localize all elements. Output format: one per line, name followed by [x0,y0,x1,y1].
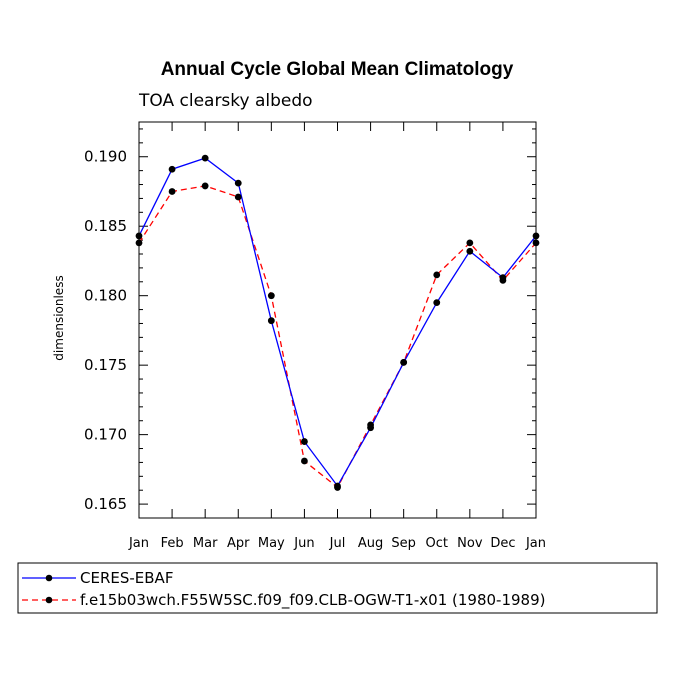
x-tick-label: Jan [525,536,546,551]
series-line-model [138,185,537,489]
data-point-model [168,188,176,195]
series-line-ceres [138,157,537,488]
y-tick-label: 0.180 [84,287,127,305]
chart-subtitle: TOA clearsky albedo [138,91,313,111]
data-point-ceres [201,154,209,162]
x-tick-label: Dec [490,536,515,551]
y-tick-label: 0.185 [84,217,127,235]
y-tick-label: 0.170 [84,426,127,444]
data-point-ceres [367,424,374,432]
y-tick-label: 0.165 [84,495,127,513]
axes: 0.165 0.170 0.175 0.180 0.185 0.190 Jan Feb Mar A… [84,122,546,551]
legend-marker-model [45,596,53,604]
data-point-ceres [301,438,308,445]
legend-label-model: f.e15b03wch.F55W5SC.f09_f09.CLB-OGW-T1-x… [80,591,545,610]
data-point-model [201,182,209,190]
y-axis-label: dimensionless [52,275,66,360]
legend-entry-model: f.e15b03wch.F55W5SC.f09_f09.CLB-OGW-T1-x… [22,591,545,610]
data-point-model [234,193,242,201]
x-tick-label: Feb [161,536,184,551]
data-point-ceres [433,299,441,307]
x-tick-label: Oct [426,536,448,551]
data-point-model [433,271,441,279]
legend-label-ceres: CERES-EBAF [80,569,173,587]
x-tick-label: Nov [457,536,483,551]
data-point-model [301,457,308,465]
x-tick-label: Aug [358,536,383,551]
legend: CERES-EBAF f.e15b03wch.F55W5SC.f09_f09.C… [17,562,658,614]
legend-marker-ceres [45,574,53,582]
chart-title: Annual Cycle Global Mean Climatology [161,59,514,80]
data-point-ceres [267,317,275,325]
data-point-ceres [234,179,242,187]
x-tick-label: Jul [329,536,346,551]
x-tick-label: Jan [128,536,149,551]
legend-entry-ceres: CERES-EBAF [22,569,173,587]
data-point-ceres [334,482,341,490]
data-point-model [267,292,275,300]
y-tick-label: 0.190 [84,148,127,166]
x-tick-label: Sep [391,536,416,551]
x-tick-label: Mar [193,536,218,551]
data-point-ceres [400,358,408,366]
x-tick-label: Apr [227,536,250,551]
x-tick-label: May [258,536,285,551]
x-tick-label: Jun [293,536,314,551]
legend-box [17,562,658,614]
series-layer [135,154,540,491]
data-point-ceres [499,274,507,282]
data-point-ceres [466,247,474,255]
y-tick-label: 0.175 [84,356,127,374]
data-point-model [466,239,474,247]
data-point-ceres [168,165,176,173]
plot-frame [138,121,537,519]
